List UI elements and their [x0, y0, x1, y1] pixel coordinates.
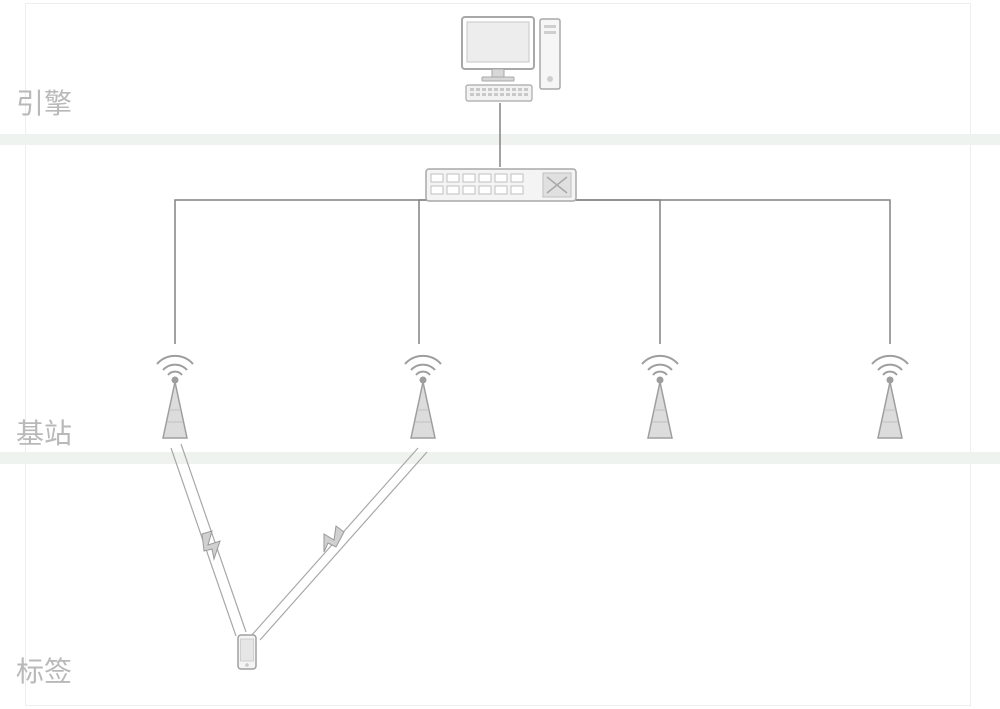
basestation-3-icon [630, 344, 690, 442]
layer-label-engine: 引擎 [16, 82, 72, 122]
separator-bar-1 [0, 134, 1000, 145]
computer-icon [440, 13, 568, 105]
tag-icon [237, 634, 257, 670]
switch-icon [425, 168, 577, 202]
layer-label-tag: 标签 [16, 650, 72, 690]
layer-label-basestation: 基站 [16, 412, 72, 452]
basestation-2-icon [393, 344, 453, 442]
basestation-1-icon [145, 344, 205, 442]
basestation-4-icon [860, 344, 920, 442]
separator-bar-2 [0, 452, 1000, 464]
